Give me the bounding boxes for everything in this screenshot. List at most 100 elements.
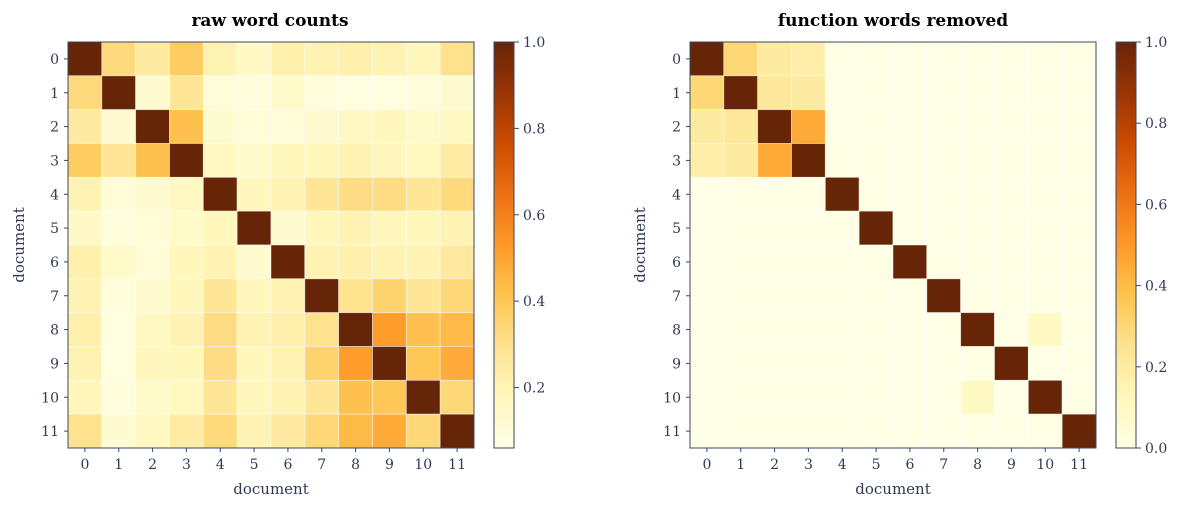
heatmap-cell bbox=[892, 244, 928, 280]
heatmap-cell bbox=[858, 312, 894, 347]
heatmap-cell bbox=[960, 346, 995, 381]
heatmap-cell bbox=[689, 41, 725, 77]
heatmap-cell bbox=[236, 244, 272, 280]
heatmap-cell bbox=[791, 346, 826, 381]
heatmap-cell bbox=[338, 413, 373, 449]
heatmap-cell bbox=[858, 109, 894, 144]
heatmap-cell bbox=[304, 379, 340, 415]
heatmap-cell bbox=[723, 41, 759, 77]
heatmap-cell bbox=[1027, 210, 1063, 246]
heatmap-cell bbox=[1027, 176, 1063, 212]
x-tick-label: 4 bbox=[216, 457, 225, 473]
y-tick-label: 6 bbox=[672, 255, 681, 271]
heatmap-cell bbox=[169, 278, 204, 314]
heatmap-cell bbox=[338, 379, 373, 415]
heatmap-cell bbox=[926, 346, 962, 381]
heatmap-cells bbox=[67, 41, 475, 449]
heatmap-cell bbox=[270, 210, 306, 246]
x-tick-label: 9 bbox=[1007, 457, 1016, 473]
heatmap-cell bbox=[202, 75, 238, 111]
heatmap-cell bbox=[304, 75, 340, 111]
heatmap-cell bbox=[135, 109, 170, 144]
y-tick-label: 0 bbox=[50, 52, 59, 68]
heatmap-cell bbox=[135, 41, 170, 77]
x-tick-label: 0 bbox=[702, 457, 711, 473]
y-axis-label: document bbox=[10, 207, 28, 282]
heatmap-cell bbox=[689, 379, 725, 415]
heatmap-cell bbox=[270, 109, 306, 144]
colorbar-tick-label: 0.8 bbox=[1145, 116, 1167, 132]
heatmap-cell bbox=[236, 75, 272, 111]
heatmap-cell bbox=[135, 244, 170, 280]
heatmap-cell bbox=[1061, 346, 1097, 381]
heatmap-cell bbox=[236, 379, 272, 415]
heatmap-cell bbox=[791, 278, 826, 314]
heatmap-cell bbox=[1061, 143, 1097, 178]
heatmap-cell bbox=[791, 244, 826, 280]
x-tick-label: 4 bbox=[838, 457, 847, 473]
heatmap-cell bbox=[926, 278, 962, 314]
heatmap-cell bbox=[439, 143, 475, 178]
heatmap-cell bbox=[338, 176, 373, 212]
heatmap-cell bbox=[1061, 312, 1097, 347]
heatmap-cell bbox=[791, 379, 826, 415]
heatmap-cell bbox=[338, 109, 373, 144]
x-tick-label: 1 bbox=[114, 457, 123, 473]
heatmap-cell bbox=[892, 278, 928, 314]
heatmap-frame bbox=[67, 41, 475, 449]
heatmap-cell bbox=[689, 176, 725, 212]
heatmap-cell bbox=[405, 75, 441, 111]
heatmap-cell bbox=[439, 346, 475, 381]
heatmap-cell bbox=[994, 379, 1029, 415]
y-tick-label: 4 bbox=[50, 187, 59, 203]
y-tick-label: 1 bbox=[50, 86, 59, 102]
y-tick-label: 3 bbox=[50, 153, 59, 169]
heatmap-cell bbox=[1061, 413, 1097, 449]
heatmap-cell bbox=[723, 312, 759, 347]
y-tick-label: 2 bbox=[672, 120, 681, 136]
heatmap-cell bbox=[372, 346, 407, 381]
heatmap-cell bbox=[858, 278, 894, 314]
heatmap-cell bbox=[994, 413, 1029, 449]
heatmap-cell bbox=[101, 278, 137, 314]
heatmap-cell bbox=[994, 176, 1029, 212]
heatmap-cell bbox=[791, 176, 826, 212]
heatmap-cell bbox=[926, 109, 962, 144]
heatmap-cell bbox=[892, 41, 928, 77]
y-tick-label: 5 bbox=[50, 221, 59, 237]
heatmap-cell bbox=[135, 75, 170, 111]
x-axis-label: document bbox=[855, 480, 930, 498]
heatmap-cell bbox=[338, 312, 373, 347]
heatmap-cell bbox=[994, 75, 1029, 111]
heatmap-cell bbox=[202, 41, 238, 77]
heatmap-cell bbox=[858, 379, 894, 415]
x-tick-label: 5 bbox=[872, 457, 881, 473]
heatmap-cell bbox=[757, 413, 792, 449]
heatmap-cell bbox=[67, 75, 103, 111]
heatmap-cell bbox=[757, 176, 792, 212]
heatmap-cell bbox=[236, 278, 272, 314]
heatmap-cell bbox=[960, 143, 995, 178]
heatmap-cell bbox=[723, 109, 759, 144]
heatmap-cell bbox=[960, 109, 995, 144]
heatmap-cell bbox=[689, 210, 725, 246]
heatmap-cell bbox=[858, 413, 894, 449]
heatmap-cell bbox=[926, 413, 962, 449]
heatmap-cell bbox=[169, 346, 204, 381]
heatmap-cell bbox=[304, 312, 340, 347]
heatmap-cell bbox=[304, 176, 340, 212]
heatmap-cell bbox=[791, 75, 826, 111]
heatmap-cell bbox=[926, 143, 962, 178]
heatmap-cell bbox=[304, 210, 340, 246]
heatmap-cell bbox=[960, 278, 995, 314]
heatmap-cell bbox=[689, 75, 725, 111]
heatmap-cell bbox=[236, 41, 272, 77]
heatmap-cell bbox=[202, 379, 238, 415]
heatmap-cell bbox=[824, 244, 860, 280]
heatmap-cell bbox=[926, 41, 962, 77]
y-tick-label: 8 bbox=[50, 323, 59, 339]
heatmap-cell bbox=[270, 413, 306, 449]
colorbar-tick-label: 0.4 bbox=[1145, 279, 1167, 295]
heatmap-cell bbox=[338, 278, 373, 314]
heatmap-cell bbox=[926, 75, 962, 111]
